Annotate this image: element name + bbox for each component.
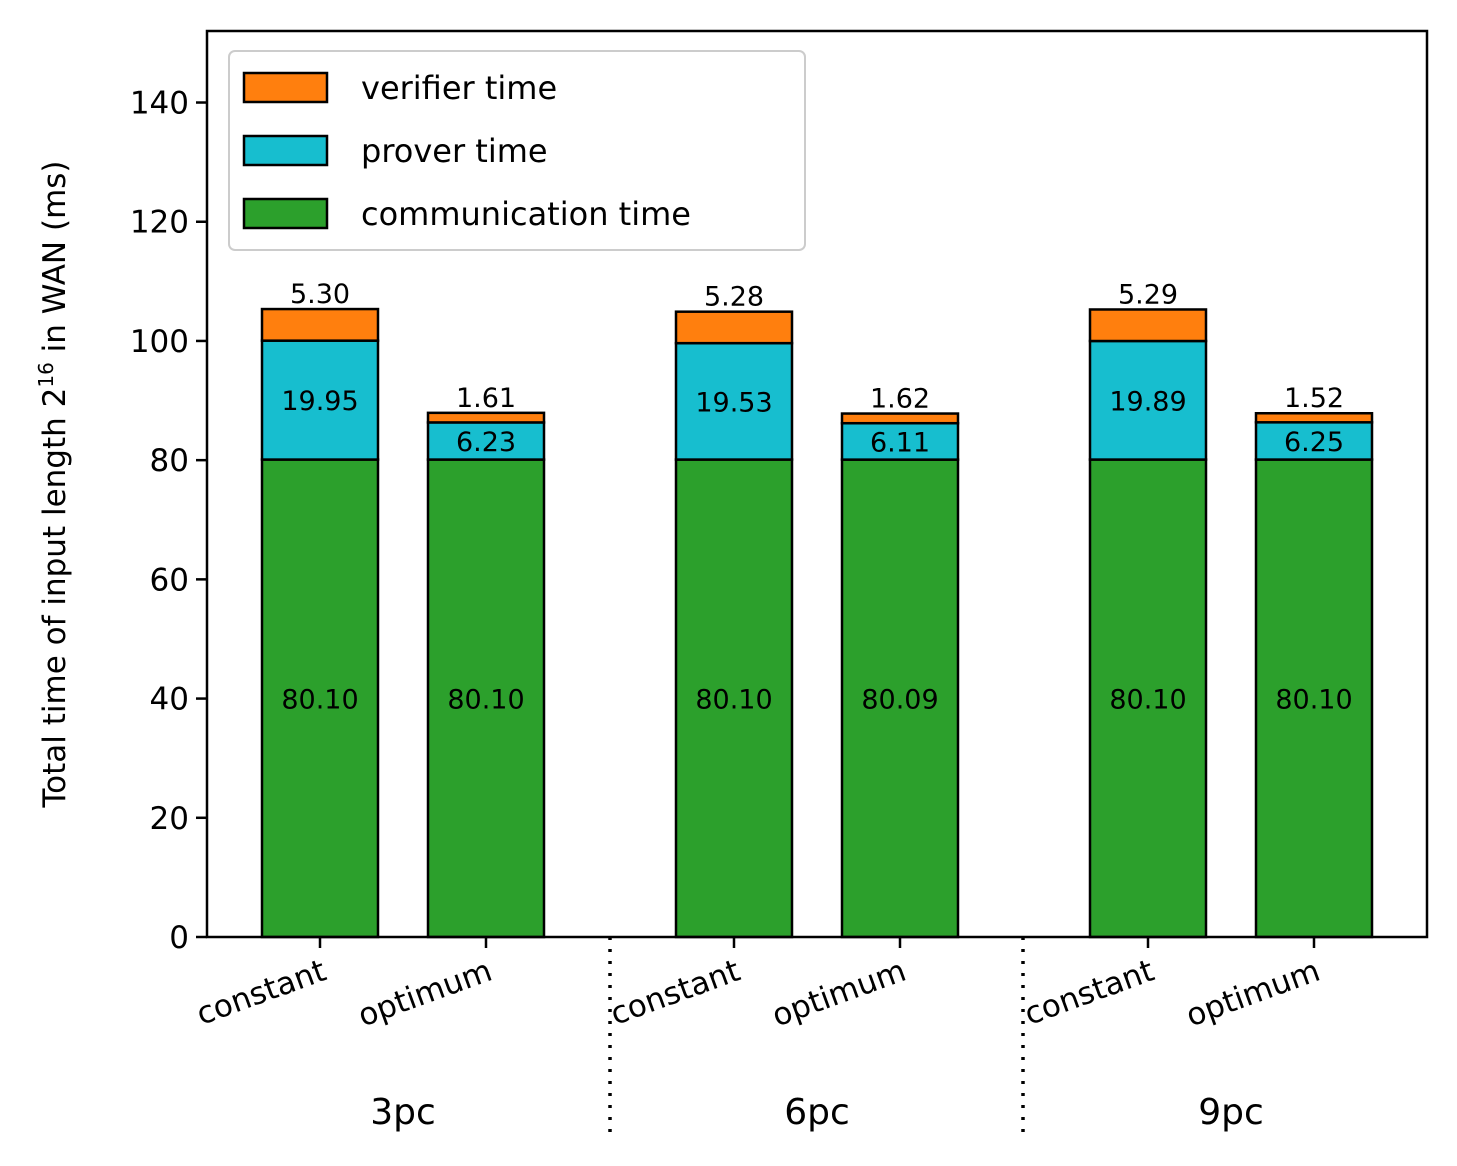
- bar-segment: [840, 421, 960, 461]
- bar-segment: [840, 412, 960, 425]
- group-separators: [608, 937, 1025, 1135]
- data-label: 80.09: [861, 684, 938, 715]
- bar-segment: [426, 411, 546, 424]
- value-labels-layer: 80.10 19.95 5.30 80.10 6.23 1.61 80.10 19.53 5.2…: [281, 279, 1352, 715]
- data-label: 19.89: [1109, 386, 1186, 417]
- y-axis: 0 20 40 60 80 100 120 140: [130, 86, 207, 956]
- y-tick-label: 100: [130, 324, 189, 360]
- y-axis-label: Total time of input length 216 in WAN (m…: [34, 160, 73, 808]
- group-label: 9pc: [1198, 1092, 1264, 1133]
- bar-segment: [260, 307, 380, 342]
- y-tick-label: 80: [150, 443, 189, 479]
- bar-segment: [1254, 458, 1374, 939]
- y-tick-label: 120: [130, 205, 189, 241]
- data-label: 1.62: [870, 384, 930, 415]
- y-tick-label: 60: [150, 562, 189, 598]
- data-label: 6.25: [1284, 427, 1344, 458]
- group-label: 6pc: [784, 1092, 850, 1133]
- data-label: 5.30: [290, 279, 350, 310]
- x-category-label: optimum: [1181, 953, 1324, 1035]
- bars-layer: [260, 307, 1374, 939]
- data-label: 5.29: [1118, 279, 1178, 310]
- data-label: 6.23: [456, 427, 516, 458]
- legend-box: [228, 50, 806, 251]
- y-tick-label: 0: [169, 920, 189, 956]
- x-category-label: optimum: [767, 953, 910, 1035]
- data-label: 80.10: [281, 684, 358, 715]
- data-label: 6.11: [870, 427, 930, 458]
- group-label: 3pc: [370, 1092, 436, 1133]
- plot-frame: [205, 29, 1429, 939]
- y-tick-label: 140: [130, 86, 189, 122]
- bar-segment: [674, 310, 794, 345]
- bar-segment: [674, 341, 794, 461]
- data-label: 1.52: [1284, 383, 1344, 414]
- bar-segment: [260, 458, 380, 939]
- legend-label: prover time: [361, 132, 548, 170]
- legend-swatch: [242, 134, 329, 167]
- x-category-label: constant: [192, 953, 331, 1033]
- data-label: 80.10: [447, 684, 524, 715]
- data-label: 19.53: [695, 387, 772, 418]
- x-category-label: constant: [606, 953, 745, 1033]
- data-label: 80.10: [1109, 684, 1186, 715]
- y-tick-label: 40: [150, 682, 189, 718]
- legend-label: communication time: [361, 195, 691, 233]
- bar-segment: [426, 421, 546, 461]
- bar-segment: [1088, 308, 1208, 343]
- bar-segment: [1088, 339, 1208, 461]
- legend: verifier time prover time communication ti…: [228, 50, 806, 251]
- legend-swatch: [242, 71, 329, 104]
- x-category-label: optimum: [353, 953, 496, 1035]
- bar-segment: [1254, 421, 1374, 461]
- data-label: 80.10: [1275, 684, 1352, 715]
- legend-label: verifier time: [361, 69, 557, 107]
- bar-segment: [674, 458, 794, 939]
- x-axis: constant optimum constant optimum constant op…: [192, 937, 1325, 1133]
- bar-segment: [1254, 411, 1374, 424]
- legend-swatch: [242, 197, 329, 230]
- bar-segment: [260, 339, 380, 461]
- x-category-label: constant: [1020, 953, 1159, 1033]
- y-tick-label: 20: [150, 801, 189, 837]
- data-label: 19.95: [281, 386, 358, 417]
- data-label: 5.28: [704, 282, 764, 313]
- data-label: 80.10: [695, 684, 772, 715]
- data-label: 1.61: [456, 383, 516, 414]
